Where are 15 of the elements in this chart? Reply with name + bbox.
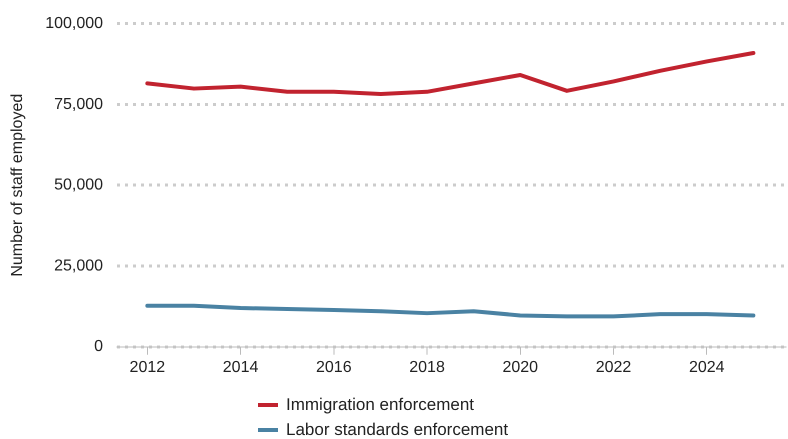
legend-label: Labor standards enforcement	[286, 420, 508, 439]
y-tick-label: 25,000	[54, 257, 104, 274]
x-tick-label: 2024	[688, 358, 725, 376]
legend-label: Immigration enforcement	[286, 394, 474, 414]
x-tick-label: 2014	[222, 358, 258, 376]
x-tick-label: 2022	[596, 358, 632, 376]
y-axis-title: Number of staff employed	[9, 94, 26, 277]
y-tick-label: 0	[94, 338, 104, 356]
y-tick-label: 75,000	[54, 96, 104, 113]
y-tick-label: 100,000	[45, 15, 104, 32]
x-tick-label: 2018	[409, 358, 445, 376]
x-tick-label: 2016	[316, 358, 352, 376]
x-tick-label: 2012	[130, 358, 166, 376]
y-tick-label: 50,000	[54, 176, 104, 194]
x-tick-label: 2020	[502, 358, 538, 376]
